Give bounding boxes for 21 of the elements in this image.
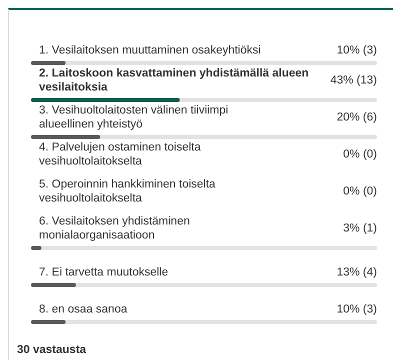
bar bbox=[31, 283, 76, 287]
y-tick-label: 2. Laitoskoon kasvattaminen yhdistämällä alueen vesilaitoksia bbox=[39, 68, 309, 94]
y-tick-label: 3. Vesihuoltolaitosten välinen tiiviimpi alueellinen yhteistyö bbox=[39, 104, 228, 130]
data-label: 10% (3) bbox=[336, 304, 378, 316]
y-tick-label: 8. en osaa sanoa bbox=[39, 304, 128, 316]
y-tick-label: 7. Ei tarvetta muutokselle bbox=[39, 266, 168, 278]
data-label: 3% (1) bbox=[343, 222, 378, 234]
bar bbox=[31, 320, 66, 324]
y-tick-label: 1. Vesilaitoksen muuttaminen osakeyhtiöksi bbox=[39, 44, 261, 56]
y-tick-label: 5. Operoinnin hankkiminen toiselta vesihuoltolaitokselta bbox=[39, 178, 216, 204]
data-label: 43% (13) bbox=[330, 74, 378, 86]
bar bbox=[31, 61, 66, 65]
y-tick-label: 4. Palvelujen ostaminen toiselta vesihuoltolaitokselta bbox=[39, 142, 202, 168]
data-label: 13% (4) bbox=[336, 266, 378, 278]
bar bbox=[31, 135, 100, 139]
text: 30 vastausta bbox=[16, 343, 88, 358]
data-label: 20% (6) bbox=[336, 112, 378, 124]
data-label: 10% (3) bbox=[336, 44, 378, 56]
data-label: 0% (0) bbox=[343, 148, 378, 160]
y-tick-label: 6. Vesilaitoksen yhdistäminen monialaorganisaatioon bbox=[39, 216, 190, 242]
data-label: 0% (0) bbox=[343, 186, 378, 198]
